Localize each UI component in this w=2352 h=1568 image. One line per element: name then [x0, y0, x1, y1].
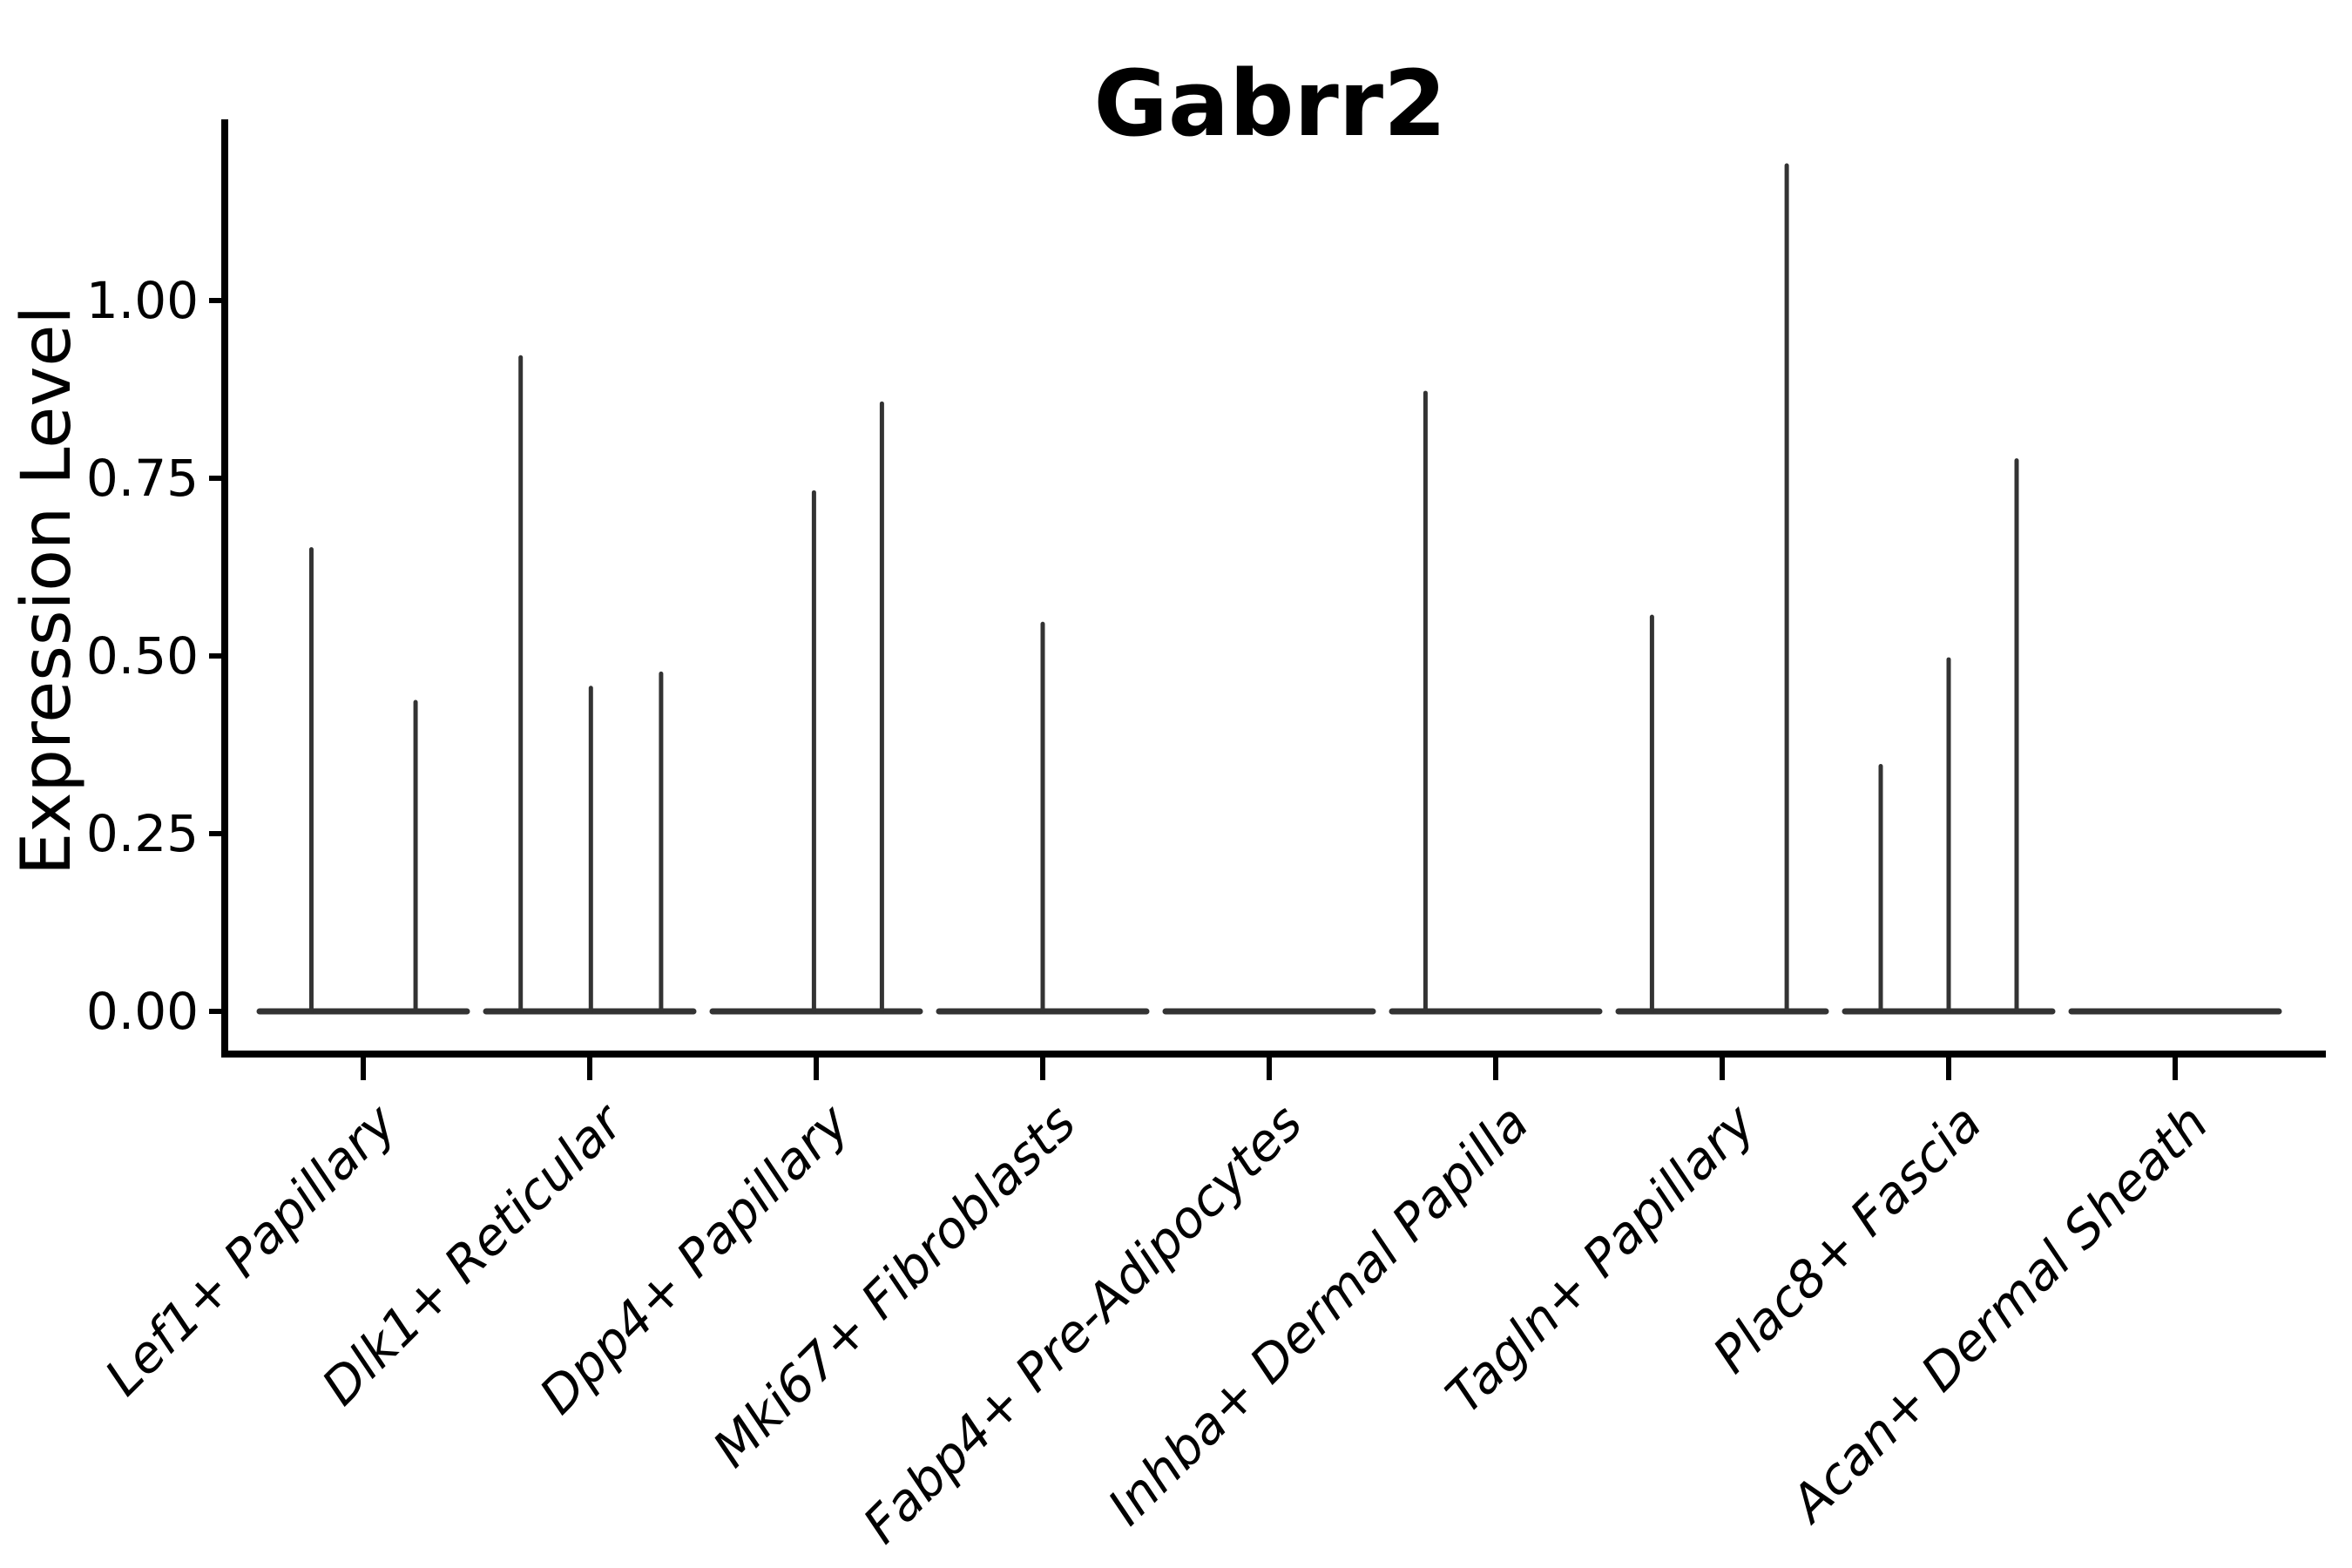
y-axis-title: Expression Level	[8, 306, 86, 875]
y-tick-label: 1.00	[86, 271, 199, 330]
x-tick-label: Fabp4+ Pre-Adipocytes	[852, 1093, 1314, 1555]
violin-group	[1389, 390, 1603, 1015]
violin-group	[936, 621, 1150, 1015]
y-tick-label: 0.75	[86, 449, 199, 508]
x-tick-label: Acan+ Dermal Sheath	[1777, 1093, 2220, 1536]
x-tick-label: Inhba+ Dermal Papilla	[1097, 1093, 1540, 1537]
y-tick-label: 0.50	[86, 626, 199, 686]
x-tick-label: Mki67+ Fibroblasts	[701, 1093, 1087, 1479]
y-tick-label: 0.00	[86, 982, 199, 1041]
violin-group	[256, 547, 470, 1015]
violin-series	[256, 163, 2282, 1015]
violin-group	[1842, 458, 2056, 1015]
violin-group	[483, 355, 697, 1015]
y-axis-ticks: 0.00 0.25 0.50 0.75 1.00	[86, 271, 225, 1041]
y-tick-label: 0.25	[86, 804, 199, 863]
violin-group	[1615, 163, 1829, 1015]
violin-group	[709, 401, 923, 1015]
chart-title: Gabrr2	[1094, 51, 1447, 157]
